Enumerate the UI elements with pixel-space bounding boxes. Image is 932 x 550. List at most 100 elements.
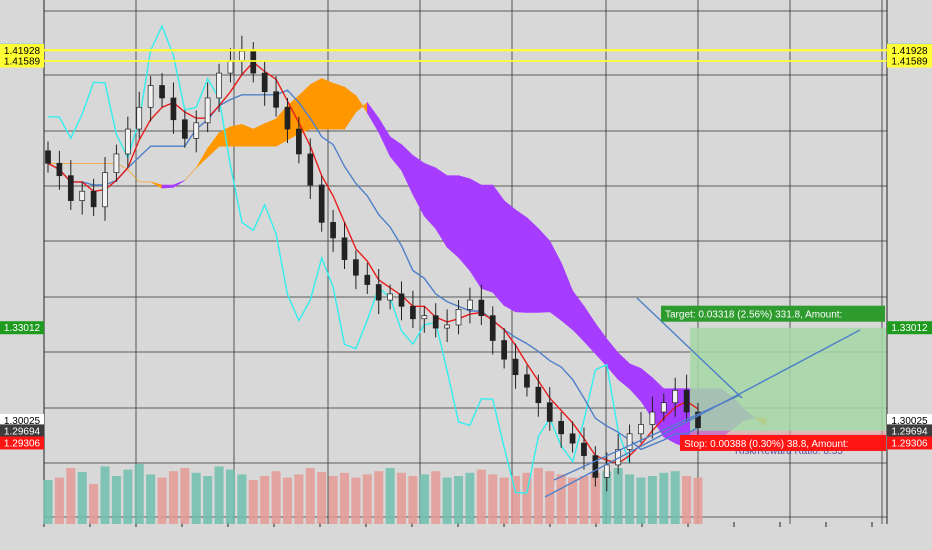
chikou-span-line (47, 24, 631, 494)
volume-bar (214, 466, 224, 524)
cloud-segment (446, 175, 459, 258)
tenkan-sen-line (47, 61, 699, 465)
price-tag-plain: 1.30025 (891, 416, 928, 427)
volume-bar (670, 471, 680, 524)
candle-body (136, 106, 143, 130)
volume-bar (146, 474, 156, 524)
cloud-segment (344, 86, 357, 131)
cloud-segment (207, 131, 220, 158)
volume-bar (77, 472, 87, 524)
candle-body (67, 175, 74, 201)
stop-label-box (680, 434, 886, 451)
ichimoku-cloud (48, 77, 767, 449)
candle-body (558, 421, 565, 435)
price-tag-box (0, 43, 44, 57)
stop-label: Stop: 0.00388 (0.30%) 38.8, Amount: (684, 439, 849, 450)
candle-body (330, 222, 336, 239)
cloud-segment (572, 289, 585, 343)
horizontal-levels[interactable] (0, 49, 932, 62)
trendline-resistance (636, 297, 743, 399)
candle-body (398, 293, 405, 307)
candle-body (79, 190, 86, 201)
volume-bar (260, 476, 270, 524)
candle-body (432, 315, 439, 329)
target-label-box (661, 305, 885, 322)
volume-bar (180, 468, 190, 524)
volume-bar (351, 477, 361, 524)
trendline-channel (553, 394, 741, 481)
volume-bar (203, 476, 213, 524)
volume-bar (625, 474, 635, 524)
volume-bar (511, 476, 521, 524)
candle-body (592, 455, 599, 478)
cloud-segment (560, 262, 573, 331)
candle-body (284, 106, 291, 130)
candle-body (444, 324, 450, 329)
candle-body (170, 97, 177, 121)
volume-bar (111, 476, 121, 524)
candle-body (341, 237, 348, 261)
volume-bar (385, 468, 395, 524)
volume-bar (647, 476, 657, 524)
trendlines[interactable] (544, 297, 861, 498)
price-tag-target: 1.33012 (891, 323, 928, 334)
volume-bar (66, 468, 76, 524)
volume-bar (248, 480, 258, 524)
volume-bar (362, 474, 372, 524)
volume-bar (339, 472, 349, 524)
volume-bar (397, 472, 407, 524)
candle-body (364, 274, 371, 285)
candle-body (159, 85, 165, 99)
volume-bar (465, 472, 475, 524)
cloud-segment (640, 367, 653, 420)
cloud-segment (184, 167, 197, 181)
candle-body (124, 128, 131, 155)
price-tag-target: 1.33012 (4, 323, 41, 334)
candles (45, 35, 701, 492)
candle-body (193, 122, 200, 139)
candle-body (638, 424, 644, 435)
volume-bar (533, 468, 543, 524)
cloud-segment (492, 184, 505, 307)
cloud-segment (332, 82, 345, 130)
cloud-segment (583, 305, 596, 355)
cloud-segment (515, 209, 528, 313)
candle-body (45, 150, 51, 164)
candle-body (683, 389, 690, 413)
candle-body (695, 411, 701, 428)
price-tag-box (887, 424, 932, 438)
volume-bar (579, 476, 589, 524)
candle-body (56, 162, 63, 177)
cloud-segment (230, 124, 243, 147)
candle-body (90, 190, 97, 208)
candle-body (672, 389, 679, 404)
cloud-segment (161, 184, 174, 189)
volume-bar (157, 477, 167, 524)
kijun-sen-line (47, 89, 699, 451)
cloud-segment (173, 180, 185, 188)
candle-body (569, 433, 576, 444)
price-tag-box (0, 54, 44, 68)
candle-body (250, 50, 257, 74)
volume-bar (454, 476, 464, 524)
cloud-segment (355, 94, 368, 114)
position-labels: Target: 0.03318 (2.56%) 331.8, Amount:Op… (661, 305, 886, 457)
cloud-segment (253, 123, 266, 147)
candle-body (546, 402, 553, 422)
price-tag-level: 1.41928 (891, 46, 928, 57)
volume-bar (168, 471, 178, 524)
price-tag-box (0, 436, 44, 450)
candle-body (501, 340, 507, 360)
candle-body (227, 60, 234, 74)
cloud-segment (366, 101, 380, 134)
volume-bar (613, 468, 623, 524)
candle-body (626, 433, 633, 450)
cloud-segment (469, 178, 482, 290)
volume-bar (191, 472, 201, 524)
cloud-segment (378, 117, 391, 157)
volume-bar (682, 476, 692, 524)
cloud-segment (195, 147, 208, 169)
cloud-segment (401, 143, 414, 195)
volume-bars (43, 464, 703, 524)
